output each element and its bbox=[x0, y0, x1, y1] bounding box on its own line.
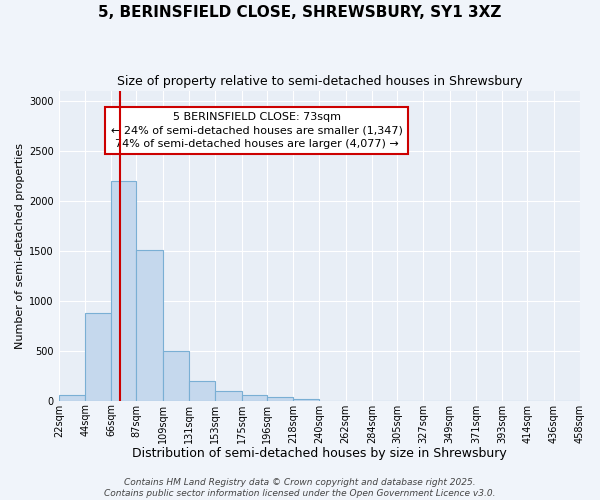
Text: Contains HM Land Registry data © Crown copyright and database right 2025.
Contai: Contains HM Land Registry data © Crown c… bbox=[104, 478, 496, 498]
Text: 5, BERINSFIELD CLOSE, SHREWSBURY, SY1 3XZ: 5, BERINSFIELD CLOSE, SHREWSBURY, SY1 3X… bbox=[98, 5, 502, 20]
Bar bbox=[267, 397, 293, 400]
X-axis label: Distribution of semi-detached houses by size in Shrewsbury: Distribution of semi-detached houses by … bbox=[132, 447, 507, 460]
Bar bbox=[136, 250, 163, 400]
Text: 5 BERINSFIELD CLOSE: 73sqm
← 24% of semi-detached houses are smaller (1,347)
74%: 5 BERINSFIELD CLOSE: 73sqm ← 24% of semi… bbox=[111, 112, 403, 148]
Y-axis label: Number of semi-detached properties: Number of semi-detached properties bbox=[15, 142, 25, 348]
Bar bbox=[112, 180, 136, 400]
Title: Size of property relative to semi-detached houses in Shrewsbury: Size of property relative to semi-detach… bbox=[116, 75, 522, 88]
Bar bbox=[163, 350, 189, 401]
Bar bbox=[293, 398, 319, 400]
Bar bbox=[242, 395, 267, 400]
Bar bbox=[85, 312, 112, 400]
Bar bbox=[215, 390, 242, 400]
Bar bbox=[189, 380, 215, 400]
Bar bbox=[59, 395, 85, 400]
